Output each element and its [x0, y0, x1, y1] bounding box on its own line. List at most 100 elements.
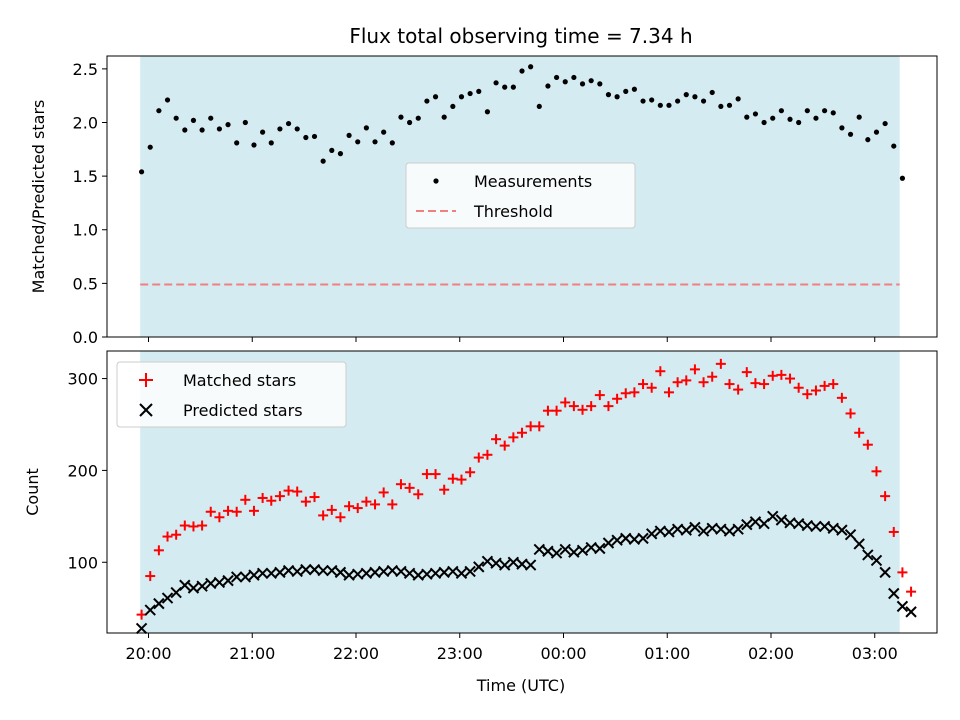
measurement-point	[735, 96, 741, 102]
matched-star-marker	[620, 388, 631, 399]
chart-title: Flux total observing time = 7.34 h	[349, 24, 692, 48]
measurement-point	[571, 74, 577, 81]
matched-star-marker	[197, 520, 208, 531]
matched-star-marker	[421, 469, 432, 480]
measurement-point	[700, 98, 707, 104]
bottom-y-tick-label: 200	[67, 461, 98, 480]
bottom-y-tick-label: 100	[67, 553, 98, 572]
measurement-point	[683, 92, 689, 98]
matched-star-marker	[352, 503, 363, 514]
matched-star-marker	[880, 491, 891, 502]
bottom-legend-box	[116, 361, 347, 428]
matched-star-marker	[404, 482, 415, 493]
measurement-point	[718, 103, 724, 110]
matched-star-marker	[897, 567, 908, 578]
matched-star-marker	[672, 377, 683, 388]
predicted-star-marker	[818, 520, 831, 533]
predicted-star-marker	[473, 561, 485, 573]
predicted-star-marker	[836, 524, 848, 536]
predicted-star-marker	[576, 544, 589, 557]
measurement-point	[147, 144, 153, 150]
predicted-star-marker	[568, 546, 580, 558]
matched-star-marker	[231, 506, 242, 517]
top-y-tick-label: 1.5	[73, 167, 98, 186]
matched-star-marker	[871, 466, 882, 477]
matched-star-marker	[638, 379, 649, 390]
matched-star-marker	[318, 510, 329, 521]
predicted-star-marker	[637, 532, 649, 545]
bottom-y-axis-label: Count	[23, 468, 42, 516]
matched-star-marker	[473, 452, 484, 463]
predicted-star-marker	[499, 559, 511, 571]
measurement-point	[562, 79, 568, 85]
predicted-star-marker	[594, 542, 606, 555]
predicted-star-marker	[213, 576, 226, 589]
matched-star-marker	[655, 366, 666, 377]
matched-star-marker	[517, 427, 527, 438]
bottom-axes-frame	[106, 350, 938, 634]
matched-star-marker	[612, 393, 623, 404]
predicted-star-marker	[179, 579, 191, 591]
matched-star-marker	[906, 586, 917, 597]
predicted-star-marker	[239, 571, 252, 583]
measurement-point	[882, 120, 888, 127]
predicted-star-marker	[187, 582, 200, 594]
measurement-point	[216, 126, 222, 132]
matched-star-marker	[767, 370, 778, 381]
matched-star-marker	[724, 379, 735, 390]
measurement-point	[164, 97, 171, 103]
measurement-point	[744, 114, 750, 120]
measurement-point	[208, 115, 214, 121]
measurement-point	[847, 131, 854, 137]
measurement-point	[467, 90, 473, 97]
measurement-point	[510, 84, 516, 90]
measurement-point	[242, 119, 248, 126]
measurement-point	[770, 115, 776, 121]
matched-star-marker	[785, 373, 796, 384]
matched-star-marker	[326, 504, 337, 515]
predicted-star-marker	[533, 543, 545, 556]
predicted-star-marker	[559, 543, 571, 556]
predicted-star-marker	[135, 622, 148, 635]
matched-star-marker	[309, 492, 320, 503]
predicted-star-marker	[888, 587, 900, 600]
matched-star-marker	[508, 432, 519, 443]
measurement-point	[363, 125, 369, 131]
matched-star-marker	[854, 427, 865, 438]
matched-star-marker	[413, 489, 424, 500]
measurement-point	[830, 110, 836, 116]
predicted-star-marker	[550, 547, 563, 559]
measurement-point	[726, 102, 733, 108]
matched-star-marker	[681, 375, 692, 386]
measurement-point	[553, 74, 560, 81]
measurement-point	[156, 108, 162, 114]
matched-star-marker	[594, 390, 605, 401]
measurement-point	[450, 103, 456, 110]
measurement-point	[138, 169, 145, 175]
predicted-star-marker	[896, 600, 909, 613]
measurement-point	[407, 119, 413, 126]
matched-star-marker	[370, 499, 381, 510]
matched-star-marker	[828, 379, 839, 390]
predicted-star-marker	[274, 566, 286, 579]
predicted-star-marker	[732, 523, 744, 535]
predicted-star-marker	[602, 537, 615, 549]
matched-star-marker	[663, 387, 674, 398]
predicted-star-markers	[135, 510, 917, 635]
top-axes-frame	[106, 55, 938, 338]
predicted-star-marker	[222, 574, 234, 587]
measurement-point	[190, 117, 197, 123]
matched-star-marker	[292, 486, 303, 497]
matched-star-marker	[300, 496, 311, 507]
matched-star-marker	[430, 469, 441, 480]
predicted-star-marker	[775, 514, 788, 526]
matched-star-marker	[560, 397, 571, 408]
predicted-star-marker	[326, 564, 338, 577]
measurement-point	[476, 88, 482, 94]
matched-star-marker	[759, 379, 770, 390]
measurement-point	[752, 111, 759, 117]
matched-star-marker	[715, 358, 726, 369]
predicted-star-marker	[153, 597, 165, 610]
x-tick-label: 20:00	[125, 644, 171, 663]
measurement-point	[355, 139, 361, 145]
